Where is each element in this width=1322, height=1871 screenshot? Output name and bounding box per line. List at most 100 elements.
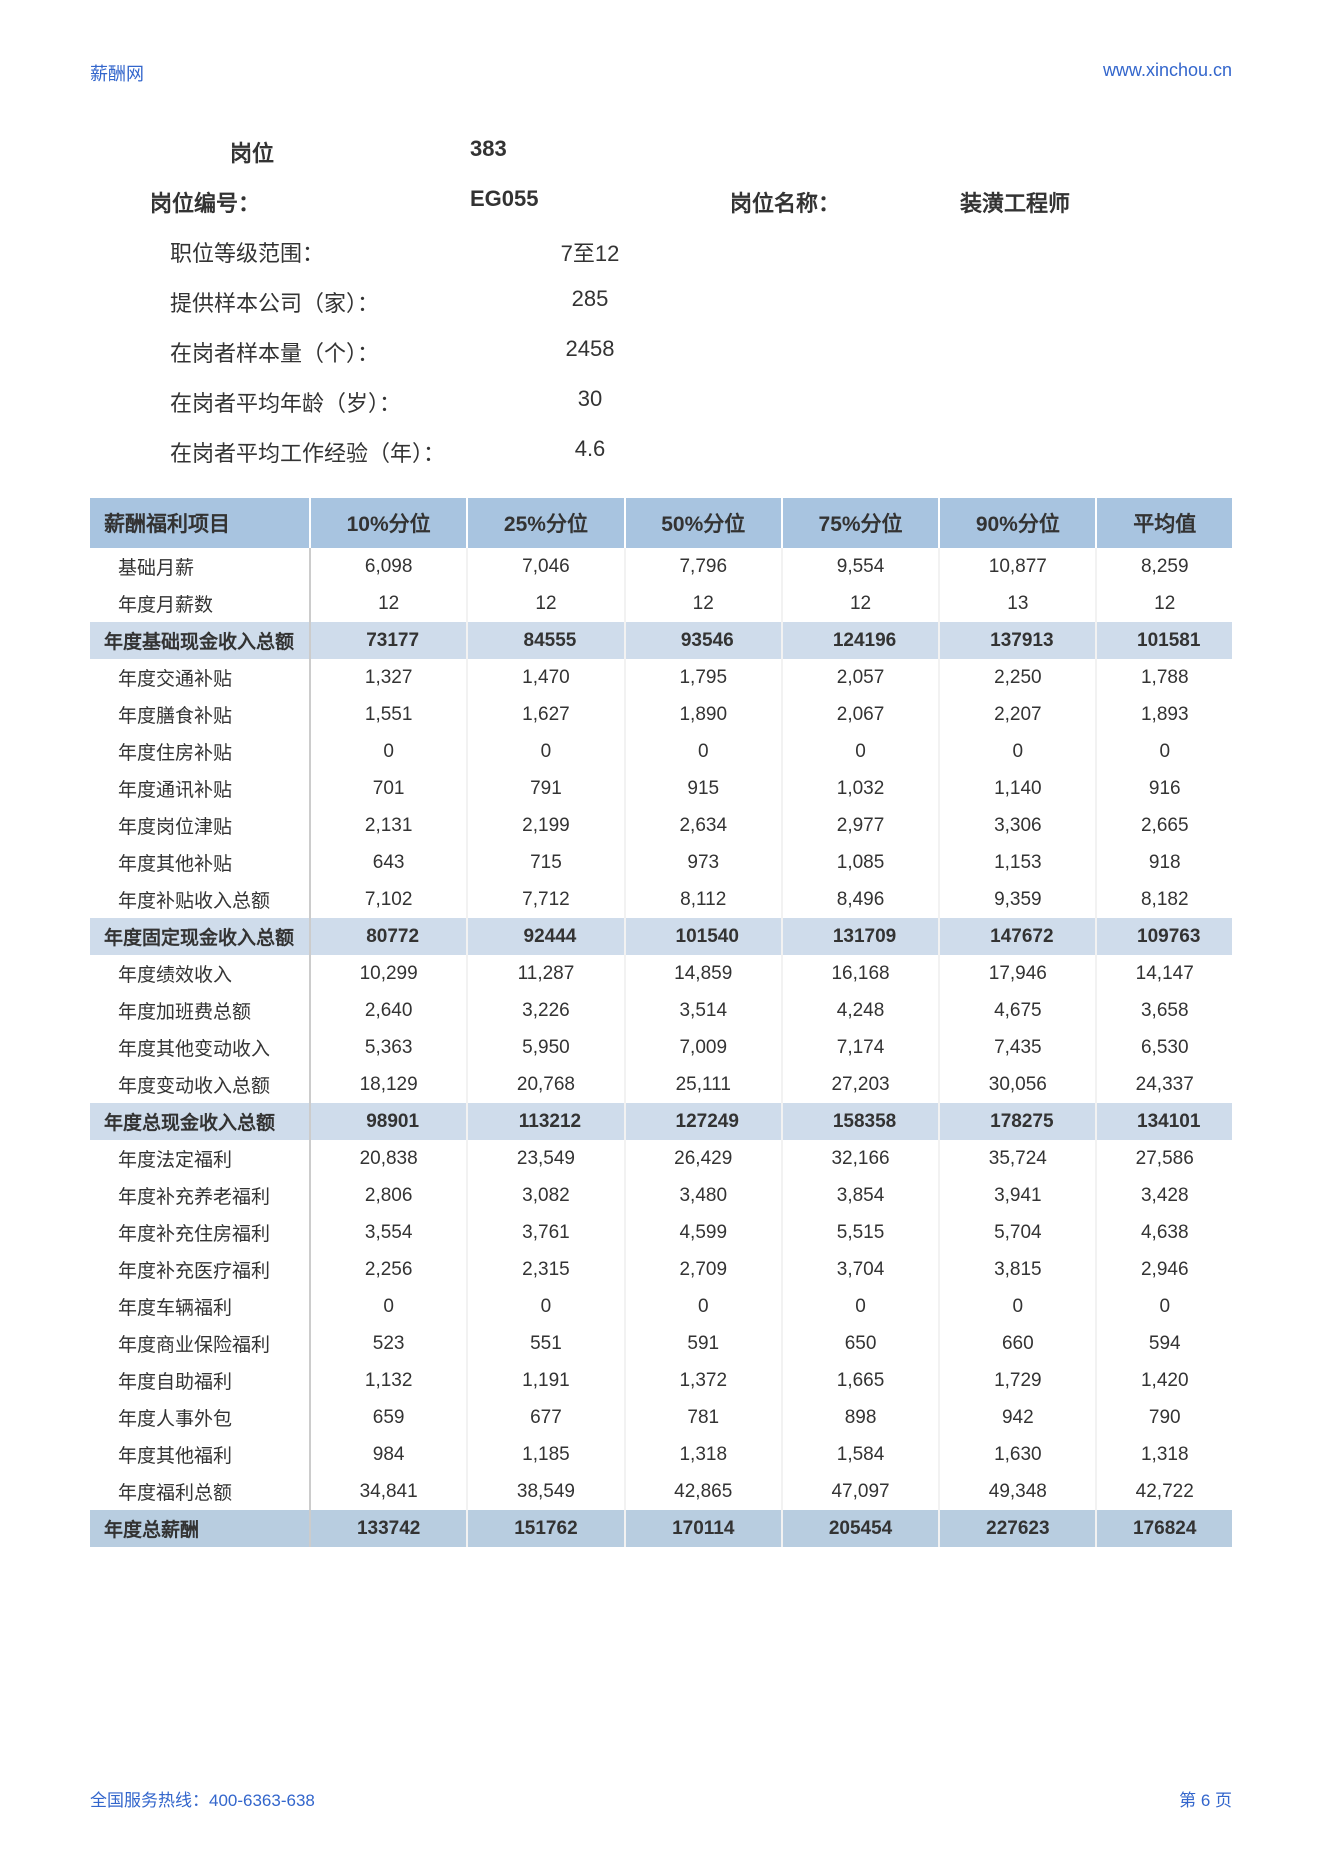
cell-value: 3,428 — [1096, 1177, 1232, 1214]
cell-value: 12 — [625, 585, 782, 622]
cell-value: 2,067 — [782, 696, 939, 733]
table-row: 年度膳食补贴1,5511,6271,8902,0672,2071,893 — [90, 696, 1232, 733]
cell-value: 8,496 — [782, 881, 939, 918]
table-row: 年度交通补贴1,3271,4701,7952,0572,2501,788 — [90, 659, 1232, 696]
page-number: 第 6 页 — [1179, 1786, 1232, 1811]
cell-value: 18,129 — [310, 1066, 467, 1103]
cell-value: 781 — [625, 1399, 782, 1436]
cell-value: 24,337 — [1096, 1066, 1232, 1103]
row-label: 年度补充住房福利 — [90, 1214, 310, 1251]
table-row: 年度固定现金收入总额807729244410154013170914767210… — [90, 918, 1232, 955]
col-header: 薪酬福利项目 — [90, 498, 310, 548]
table-row: 年度福利总额34,84138,54942,86547,09749,34842,7… — [90, 1473, 1232, 1510]
cell-value: 14,147 — [1096, 955, 1232, 992]
cell-value: 551 — [467, 1325, 624, 1362]
meta-value: 4.6 — [530, 436, 650, 468]
row-label: 年度补充医疗福利 — [90, 1251, 310, 1288]
row-label: 年度膳食补贴 — [90, 696, 310, 733]
cell-value: 13 — [939, 585, 1096, 622]
table-row: 年度其他补贴6437159731,0851,153918 — [90, 844, 1232, 881]
cell-value: 12 — [467, 585, 624, 622]
cell-value: 0 — [1096, 733, 1232, 770]
footer: 全国服务热线：400-6363-638 第 6 页 — [90, 1786, 1232, 1811]
cell-value: 17,946 — [939, 955, 1096, 992]
cell-value: 0 — [467, 1288, 624, 1325]
cell-value: 170114 — [625, 1510, 782, 1547]
cell-value: 34,841 — [310, 1473, 467, 1510]
cell-value: 2,057 — [782, 659, 939, 696]
table-row: 年度变动收入总额18,12920,76825,11127,20330,05624… — [90, 1066, 1232, 1103]
cell-value: 16,168 — [782, 955, 939, 992]
cell-value: 2,131 — [310, 807, 467, 844]
cell-value: 26,429 — [625, 1140, 782, 1177]
site-name[interactable]: 薪酬网 — [90, 60, 144, 86]
position-value: 383 — [470, 136, 670, 168]
cell-value: 205454 — [782, 1510, 939, 1547]
site-url[interactable]: www.xinchou.cn — [1103, 60, 1232, 86]
cell-value: 20,768 — [467, 1066, 624, 1103]
row-label: 年度自助福利 — [90, 1362, 310, 1399]
col-header: 90%分位 — [939, 498, 1096, 548]
cell-value: 38,549 — [467, 1473, 624, 1510]
cell-value: 8,259 — [1096, 548, 1232, 585]
cell-value: 2,207 — [939, 696, 1096, 733]
cell-value: 47,097 — [782, 1473, 939, 1510]
col-header: 25%分位 — [467, 498, 624, 548]
cell-value: 30,056 — [939, 1066, 1096, 1103]
meta-row: 职位等级范围：7至12 — [150, 236, 1232, 268]
cell-value: 1,132 — [310, 1362, 467, 1399]
cell-value: 2,709 — [625, 1251, 782, 1288]
cell-value: 1,140 — [939, 770, 1096, 807]
table-row: 年度总薪酬13374215176217011420545422762317682… — [90, 1510, 1232, 1547]
cell-value: 35,724 — [939, 1140, 1096, 1177]
cell-value: 942 — [939, 1399, 1096, 1436]
cell-value: 176824 — [1096, 1510, 1232, 1547]
table-row: 年度人事外包659677781898942790 — [90, 1399, 1232, 1436]
row-label: 年度固定现金收入总额 — [90, 918, 310, 955]
table-row: 年度岗位津贴2,1312,1992,6342,9773,3062,665 — [90, 807, 1232, 844]
cell-value: 2,256 — [310, 1251, 467, 1288]
row-label: 年度通讯补贴 — [90, 770, 310, 807]
row-label: 基础月薪 — [90, 548, 310, 585]
cell-value: 701 — [310, 770, 467, 807]
cell-value: 1,420 — [1096, 1362, 1232, 1399]
row-label: 年度福利总额 — [90, 1473, 310, 1510]
table-row: 年度其他福利9841,1851,3181,5841,6301,318 — [90, 1436, 1232, 1473]
cell-value: 1,032 — [782, 770, 939, 807]
cell-value: 5,950 — [467, 1029, 624, 1066]
code-value: EG055 — [470, 186, 670, 218]
cell-value: 12 — [1096, 585, 1232, 622]
row-label: 年度月薪数 — [90, 585, 310, 622]
row-label: 年度其他福利 — [90, 1436, 310, 1473]
meta-label: 在岗者平均年龄（岁）： — [150, 386, 530, 418]
cell-value: 4,675 — [939, 992, 1096, 1029]
cell-value: 49,348 — [939, 1473, 1096, 1510]
cell-value: 973 — [625, 844, 782, 881]
meta-row: 在岗者样本量（个）：2458 — [150, 336, 1232, 368]
row-label: 年度基础现金收入总额 — [90, 622, 310, 659]
cell-value: 915 — [625, 770, 782, 807]
row-label: 年度其他补贴 — [90, 844, 310, 881]
meta-label: 提供样本公司（家）： — [150, 286, 530, 318]
cell-value: 2,634 — [625, 807, 782, 844]
cell-value: 790 — [1096, 1399, 1232, 1436]
cell-value: 227623 — [939, 1510, 1096, 1547]
cell-value: 643 — [310, 844, 467, 881]
cell-value: 1,318 — [1096, 1436, 1232, 1473]
cell-value: 8,182 — [1096, 881, 1232, 918]
cell-value: 3,658 — [1096, 992, 1232, 1029]
position-meta: 岗位 383 岗位编号： EG055 岗位名称： 装潢工程师 职位等级范围：7至… — [150, 136, 1232, 468]
cell-value: 3,854 — [782, 1177, 939, 1214]
cell-value: 42,722 — [1096, 1473, 1232, 1510]
cell-value: 7,796 — [625, 548, 782, 585]
cell-value: 898 — [782, 1399, 939, 1436]
cell-value: 2,199 — [467, 807, 624, 844]
cell-value: 1,085 — [782, 844, 939, 881]
cell-value: 3,554 — [310, 1214, 467, 1251]
table-row: 年度基础现金收入总额731778455593546124196137913101… — [90, 622, 1232, 659]
cell-value: 0 — [939, 1288, 1096, 1325]
meta-row: 在岗者平均年龄（岁）：30 — [150, 386, 1232, 418]
cell-value: 20,838 — [310, 1140, 467, 1177]
cell-value: 1,630 — [939, 1436, 1096, 1473]
cell-value: 27,203 — [782, 1066, 939, 1103]
